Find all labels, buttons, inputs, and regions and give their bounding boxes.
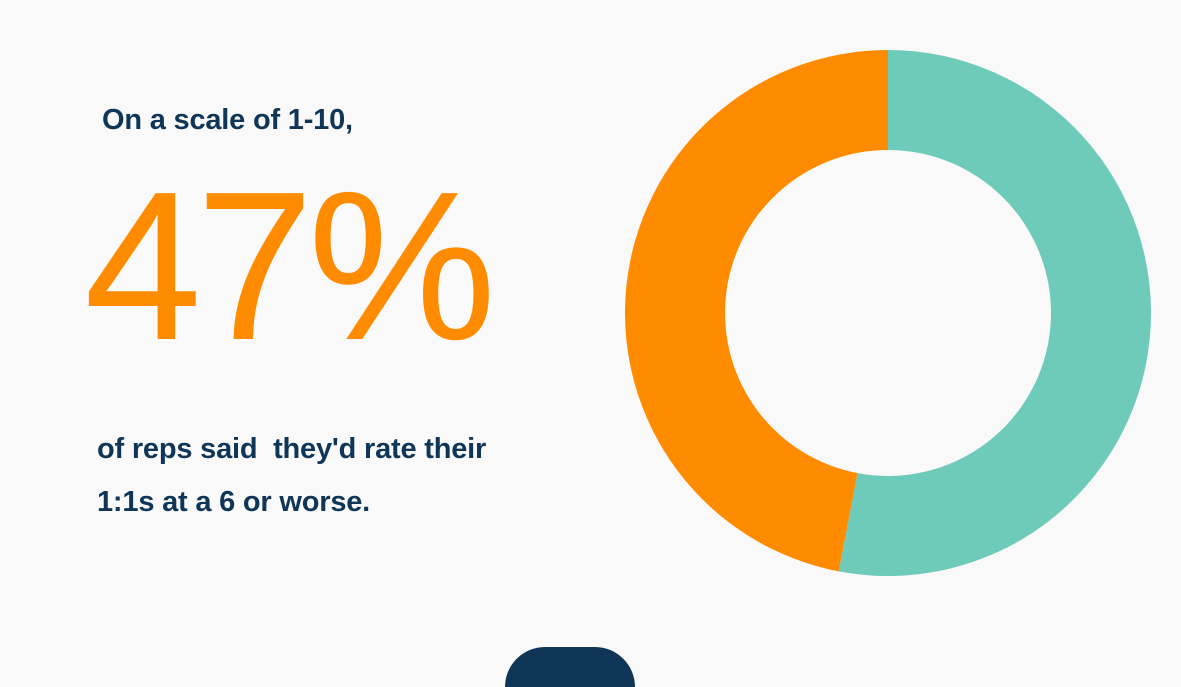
- stat-description: of reps said they'd rate their 1:1s at a…: [97, 423, 577, 529]
- donut-slices: [625, 50, 1151, 576]
- donut-slice-1: [838, 50, 1151, 576]
- donut-slice-2: [625, 50, 888, 572]
- intro-text: On a scale of 1-10,: [102, 104, 353, 136]
- stat-description-line-1: of reps said they'd rate their: [97, 433, 487, 465]
- stat-percentage: 47%: [84, 147, 496, 384]
- stat-description-line-2: 1:1s at a 6 or worse.: [97, 486, 371, 518]
- donut-chart: [625, 50, 1151, 576]
- bottom-decorative-shape: [505, 647, 635, 687]
